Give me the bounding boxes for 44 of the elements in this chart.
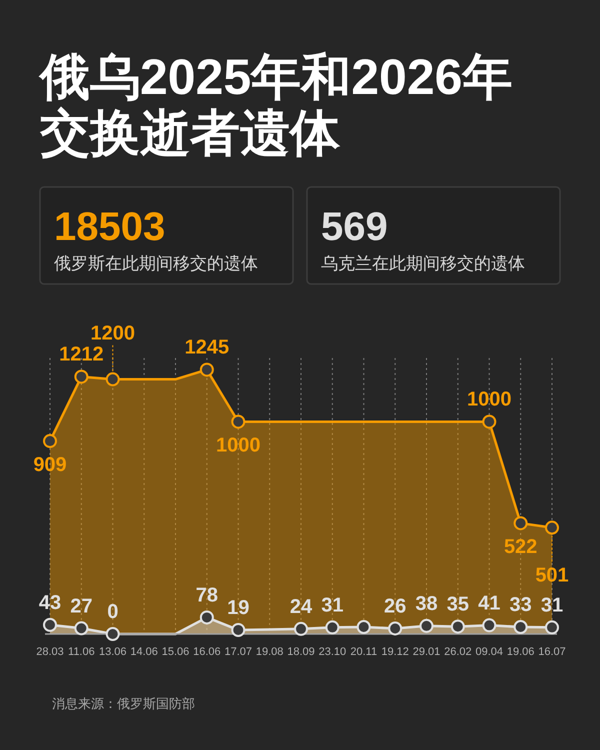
x-tick-label: 16.07 [538,646,566,658]
data-label: 1200 [90,322,135,344]
data-label: 1000 [216,434,260,457]
data-label: 38 [415,592,438,615]
data-label: 43 [38,592,62,614]
x-tick-label: 20.11 [350,646,378,658]
data-label: 31 [321,594,344,616]
data-label: 27 [70,595,92,618]
data-label: 78 [196,584,218,606]
data-label: 41 [478,592,500,614]
x-tick-label: 14.06 [130,646,158,658]
data-label: 0 [107,601,118,623]
x-tick-label: 23.10 [318,646,346,658]
x-tick-label: 17.07 [224,646,252,658]
data-label: 909 [33,454,67,476]
data-label: 35 [446,594,469,616]
data-label: 1000 [467,388,512,411]
category-label: 乌克兰在此期间移交的遗体 [321,254,525,273]
x-tick-label: 19.12 [381,646,409,658]
x-tick-label: 26.02 [444,646,472,658]
x-tick-label: 11.06 [68,646,95,658]
x-tick-label: 19.08 [256,646,284,658]
x-tick-label: 28.03 [36,646,64,658]
x-tick-label: 15.06 [162,646,190,658]
x-tick-label: 16.06 [193,646,221,658]
x-tick-label: 18.09 [287,646,315,658]
x-tick-label: 09.04 [475,646,504,658]
data-label: 33 [510,594,532,616]
category-label: 俄罗斯在此期间移交的遗体 [54,254,258,273]
data-label: 18503 [54,205,166,249]
data-label: 26 [384,595,406,618]
x-tick-label: 19.06 [506,646,534,658]
data-label: 1212 [59,344,104,366]
text: 消息来源：俄罗斯国防部 [52,696,195,711]
data-label: 31 [540,594,564,616]
data-label: 1245 [184,336,230,359]
data-label: 19 [227,596,250,619]
data-label: 569 [321,205,388,249]
text: 俄乌2025年和2026年交换逝者遗体 [38,49,512,161]
data-label: 522 [504,536,538,558]
data-label: 501 [535,564,569,587]
x-tick-label: 13.06 [98,646,127,658]
data-label: 24 [290,596,313,618]
x-tick-label: 29.01 [412,646,440,658]
